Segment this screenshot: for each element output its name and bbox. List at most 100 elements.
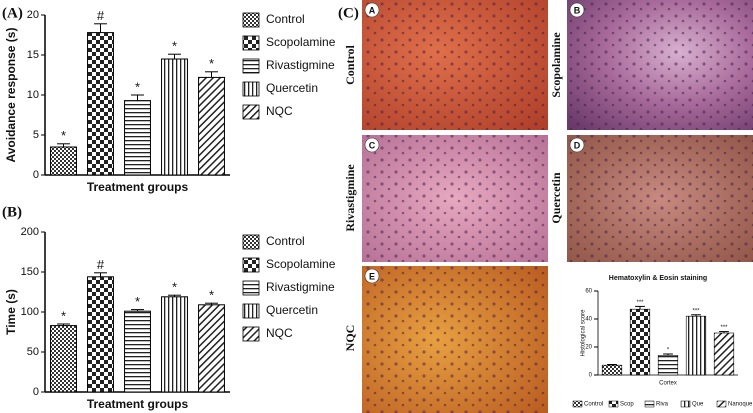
significance-mark: *: [61, 128, 66, 143]
bar: [685, 315, 707, 376]
image-letter: B: [574, 5, 581, 15]
significance-mark: #: [97, 8, 105, 23]
image-letter: C: [369, 140, 376, 150]
bar: [50, 146, 77, 176]
bar: [124, 100, 151, 176]
legend-swatch: [242, 326, 260, 342]
legend-label: Rivastigmine: [266, 280, 335, 294]
image-letter-badge: [364, 137, 380, 153]
legend-swatch: [680, 400, 691, 408]
legend-swatch: [242, 35, 260, 51]
image-label: Scopolamine: [549, 32, 563, 98]
y-tick-label: 60: [585, 289, 592, 295]
y-tick-label: 40: [585, 317, 592, 323]
panel-label: (C): [338, 5, 359, 21]
legend-swatch: [242, 234, 260, 250]
image-letter: D: [574, 140, 581, 150]
significance-mark: *: [172, 39, 177, 54]
texture: [362, 266, 548, 413]
significance-mark: *: [61, 308, 66, 323]
legend-label: NQC: [266, 104, 293, 118]
y-tick-label: 0: [33, 169, 39, 181]
significance-mark: ***: [636, 300, 644, 306]
texture: [362, 0, 548, 130]
legend-label: Scop: [620, 402, 634, 408]
texture: [362, 135, 548, 262]
image-letter-badge: [569, 137, 585, 153]
y-axis-label: Avoidance response (s): [4, 28, 18, 163]
legend-label: NQC: [266, 326, 293, 340]
image-label: Quercetin: [549, 172, 563, 223]
bar: [629, 308, 651, 376]
significance-mark: *: [172, 280, 177, 295]
y-tick-label: 100: [21, 306, 39, 318]
texture: [567, 135, 753, 262]
histology-images: [362, 0, 753, 413]
legend-label: Que: [692, 402, 704, 408]
bar: [198, 76, 225, 176]
significance-mark: #: [97, 257, 105, 272]
y-axis-label: Histological score: [581, 309, 587, 357]
image-letter-badge: [364, 268, 380, 284]
legend-swatch: [242, 257, 260, 273]
image-letter-badge: [364, 2, 380, 18]
image-label: Rivastigmine: [343, 164, 357, 232]
legend-label: Rivastigmine: [266, 58, 335, 72]
significance-mark: ***: [692, 308, 700, 314]
y-tick-label: 5: [33, 129, 39, 141]
y-tick-label: 150: [21, 266, 39, 278]
bar: [87, 276, 114, 393]
legend-swatch: [608, 400, 619, 408]
bar: [198, 304, 225, 393]
y-tick-label: 0: [33, 386, 39, 398]
bar: [161, 58, 188, 176]
legend-label: Nanoque: [728, 402, 753, 408]
significance-mark: *: [135, 294, 140, 309]
bar: [124, 310, 151, 393]
y-axis-label: Time (s): [4, 289, 18, 335]
bar: [657, 355, 679, 376]
texture: [567, 0, 753, 130]
legend-swatch: [716, 400, 727, 408]
y-tick-label: 20: [585, 345, 592, 351]
significance-mark: *: [135, 79, 140, 94]
legend-swatch: [242, 303, 260, 319]
legend-swatch: [644, 400, 655, 408]
legend-swatch: [242, 12, 260, 28]
y-tick-label: 50: [27, 346, 39, 358]
legend-label: Quercetin: [266, 303, 318, 317]
panel-label: (A): [2, 5, 23, 21]
y-tick-label: 20: [27, 9, 39, 21]
image-label: NQC: [343, 325, 357, 352]
bar: [87, 32, 114, 176]
image-letter: A: [369, 5, 376, 15]
legend-swatch: [572, 400, 583, 408]
legend-swatch: [242, 280, 260, 296]
bar: [713, 332, 735, 376]
legend-label: Scopolamine: [266, 257, 336, 271]
legend-label: Control: [266, 12, 305, 26]
significance-mark: *: [209, 56, 214, 71]
x-axis-label: Treatment groups: [87, 397, 189, 411]
legend-label: Riva: [656, 402, 669, 408]
panel-label: (B): [2, 204, 22, 220]
significance-mark: *: [209, 288, 214, 303]
y-tick-label: 10: [27, 89, 39, 101]
legend-swatch: [242, 104, 260, 120]
legend-label: Control: [584, 402, 603, 408]
legend-swatch: [242, 81, 260, 97]
y-tick-label: 200: [21, 226, 39, 238]
x-axis-label: Treatment groups: [87, 180, 189, 194]
significance-mark: *: [667, 348, 670, 354]
legend-label: Scopolamine: [266, 35, 336, 49]
legend-swatch: [242, 58, 260, 74]
bar: [161, 296, 188, 393]
x-axis-label: Cortex: [659, 381, 677, 387]
image-letter: E: [369, 271, 375, 281]
image-letter-badge: [569, 2, 585, 18]
image-label: Control: [343, 44, 357, 84]
y-tick-label: 0: [589, 373, 593, 379]
bar: [601, 364, 623, 376]
